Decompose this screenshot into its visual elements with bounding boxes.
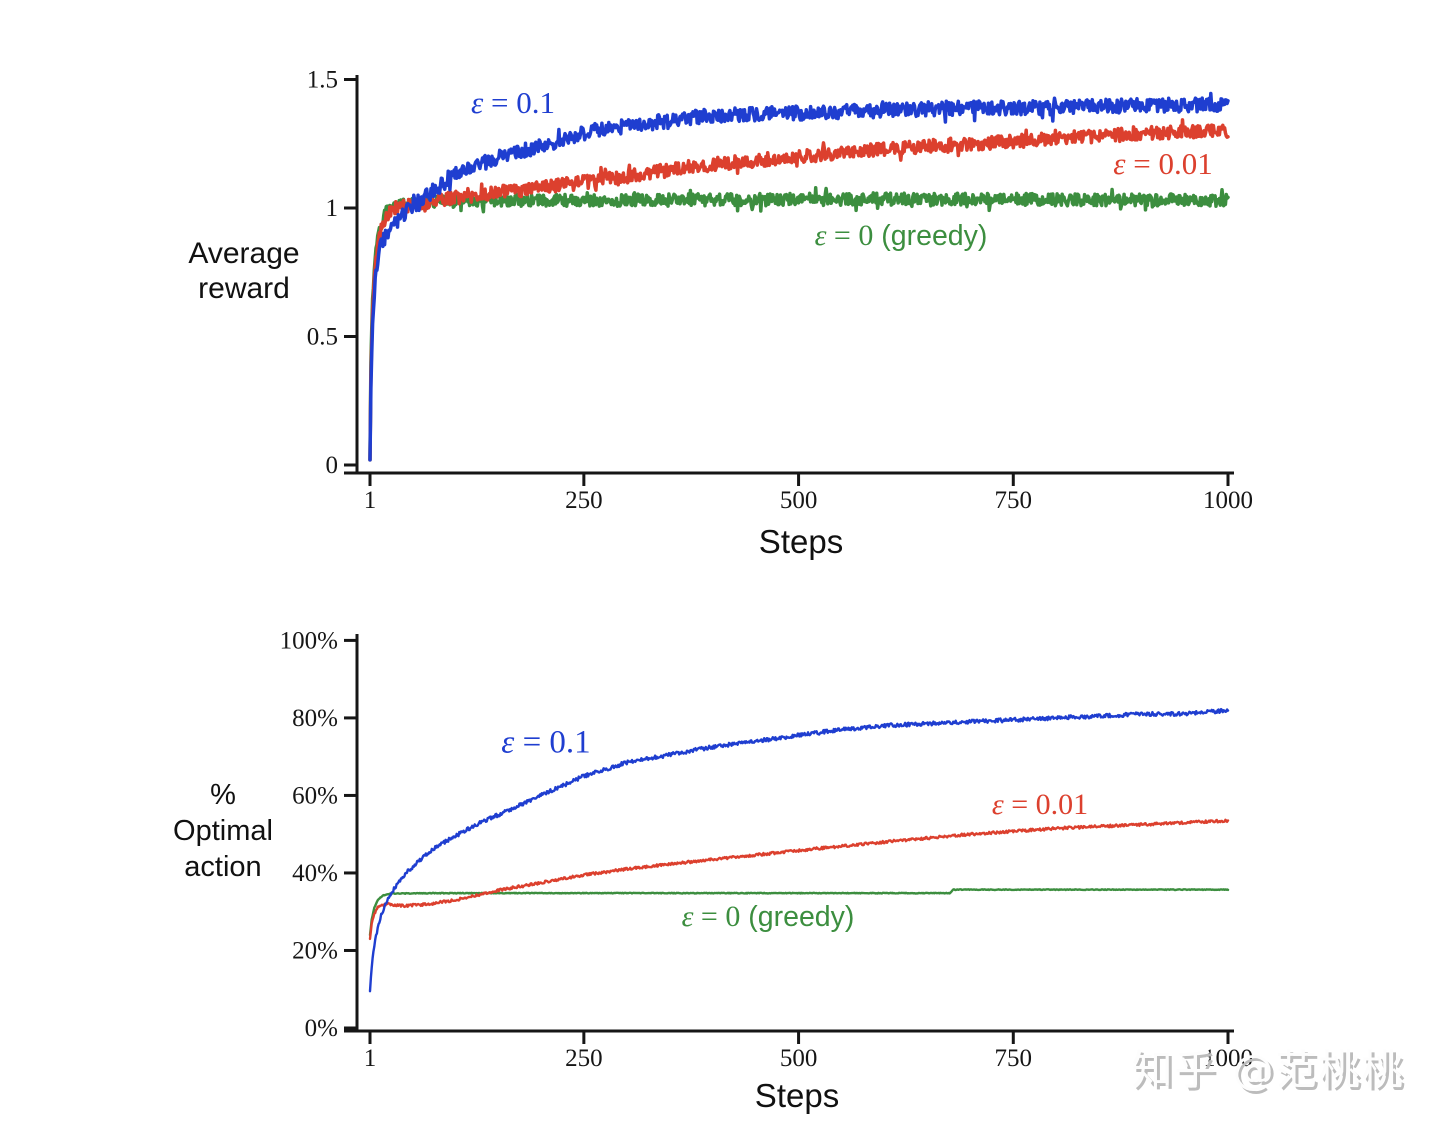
y-axis-label-optimal-action: % Optimal action	[173, 779, 273, 883]
y-tick-label: 20%	[292, 937, 338, 964]
annotation-epsilon-0p1-bottom: ε = 0.1	[501, 725, 590, 762]
annotation-epsilon-0-greedy-top: ε = 0 (greedy)	[815, 219, 988, 253]
x-tick-label: 500	[780, 487, 818, 514]
y-tick-label: 0	[326, 452, 339, 479]
average-reward-chart: 0 0.5 1 1.5 1 250 500 750 1000	[307, 67, 1253, 515]
epsilon-symbol: ε	[471, 85, 484, 120]
x-tick-label: 750	[995, 1045, 1033, 1072]
epsilon-symbol: ε	[1113, 146, 1126, 181]
axis-lines	[344, 75, 1234, 475]
x-tick-label: 1000	[1203, 487, 1253, 514]
annotation-suffix: (greedy)	[873, 220, 988, 252]
annotation-math: = 0.1	[483, 85, 555, 120]
series-line-ε = 0.01	[368, 118, 1230, 462]
y-tick-label: 1.5	[307, 67, 338, 94]
epsilon-symbol: ε	[501, 724, 515, 761]
epsilon-symbol: ε	[814, 219, 827, 252]
annotation-math: = 0.1	[514, 724, 591, 761]
optimal-action-chart: 0% 20% 40% 60% 80% 100% 1 250 500 750 1000	[280, 627, 1253, 1072]
x-axis-label-steps-bottom: Steps	[754, 1077, 840, 1114]
annotation-epsilon-0p01-bottom: ε = 0.01	[992, 788, 1088, 822]
annotation-suffix: (greedy)	[740, 901, 855, 933]
x-tick-label: 250	[565, 487, 603, 514]
y-tick-label: 80%	[292, 705, 338, 732]
x-tick-label: 250	[565, 1045, 603, 1072]
watermark: 知乎 @范桃桃	[1131, 1046, 1405, 1094]
x-tick-label: 1	[364, 1045, 377, 1072]
y-tick-label: 0%	[305, 1015, 338, 1042]
y-tick-label: 40%	[292, 860, 338, 887]
y-tick-label: 0.5	[307, 324, 338, 351]
x-tick-label: 500	[780, 1045, 818, 1072]
series-line-ε = 0 (greedy)	[368, 888, 1230, 937]
epsilon-symbol: ε	[681, 900, 694, 933]
annotation-math: = 0	[826, 219, 874, 252]
annotation-epsilon-0p01-top: ε = 0.01	[1113, 146, 1212, 182]
series-line-ε = 0.01	[368, 818, 1230, 941]
x-axis-label-steps-top: Steps	[758, 523, 844, 560]
x-tick-label: 1000	[1203, 1045, 1253, 1072]
series-line-ε = 0 (greedy)	[368, 186, 1230, 462]
epsilon-symbol: ε	[991, 788, 1004, 821]
x-tick-label: 1	[364, 487, 377, 514]
x-tick-label: 750	[995, 487, 1033, 514]
axis-lines	[344, 634, 1234, 1033]
annotation-math: = 0.01	[1003, 788, 1089, 821]
annotation-epsilon-0-greedy-bottom: ε = 0 (greedy)	[682, 900, 855, 934]
series-line-ε = 0.1	[368, 707, 1230, 993]
annotation-math: = 0.01	[1125, 146, 1213, 181]
y-tick-label: 1	[326, 195, 339, 222]
y-axis-label-average-reward: Average reward	[188, 237, 300, 305]
y-tick-label: 60%	[292, 782, 338, 809]
annotation-math: = 0	[693, 900, 741, 933]
y-tick-label: 100%	[280, 627, 338, 654]
annotation-epsilon-0p1-top: ε = 0.1	[471, 85, 555, 121]
series-line-ε = 0.1	[368, 91, 1230, 462]
